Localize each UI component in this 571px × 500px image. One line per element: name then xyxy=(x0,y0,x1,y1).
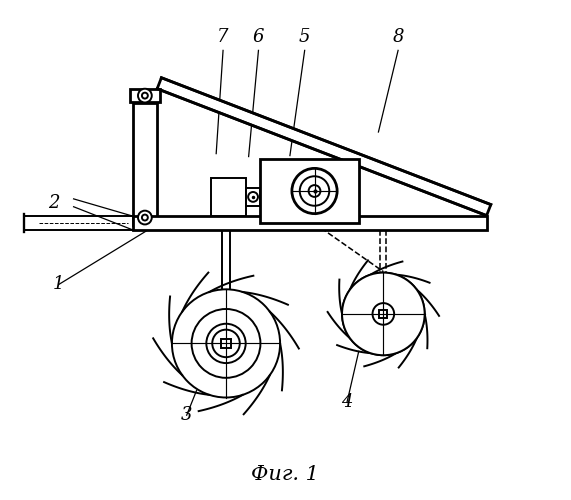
Circle shape xyxy=(206,324,246,363)
Bar xyxy=(246,188,260,206)
Circle shape xyxy=(138,88,152,102)
Text: 1: 1 xyxy=(53,276,65,293)
Circle shape xyxy=(142,214,148,220)
Text: 8: 8 xyxy=(392,28,404,46)
Circle shape xyxy=(308,185,320,197)
Circle shape xyxy=(248,192,258,202)
Bar xyxy=(132,102,157,226)
Polygon shape xyxy=(157,78,491,216)
Text: Фиг. 1: Фиг. 1 xyxy=(251,464,319,483)
Bar xyxy=(211,178,246,216)
Bar xyxy=(379,310,387,318)
Text: 5: 5 xyxy=(299,28,311,46)
Circle shape xyxy=(342,272,425,355)
Text: 4: 4 xyxy=(341,394,353,411)
Circle shape xyxy=(142,92,148,98)
Text: 7: 7 xyxy=(218,28,229,46)
Circle shape xyxy=(342,272,425,355)
Bar xyxy=(132,216,486,230)
Circle shape xyxy=(372,303,394,324)
Bar xyxy=(130,88,160,102)
Circle shape xyxy=(172,290,280,398)
Circle shape xyxy=(192,309,260,378)
Text: 3: 3 xyxy=(181,406,192,424)
Bar xyxy=(260,158,359,224)
Circle shape xyxy=(212,330,240,357)
Text: 6: 6 xyxy=(253,28,264,46)
Bar xyxy=(221,338,231,348)
Circle shape xyxy=(138,210,152,224)
Text: 2: 2 xyxy=(48,194,60,212)
Circle shape xyxy=(300,176,329,206)
Circle shape xyxy=(292,168,337,214)
